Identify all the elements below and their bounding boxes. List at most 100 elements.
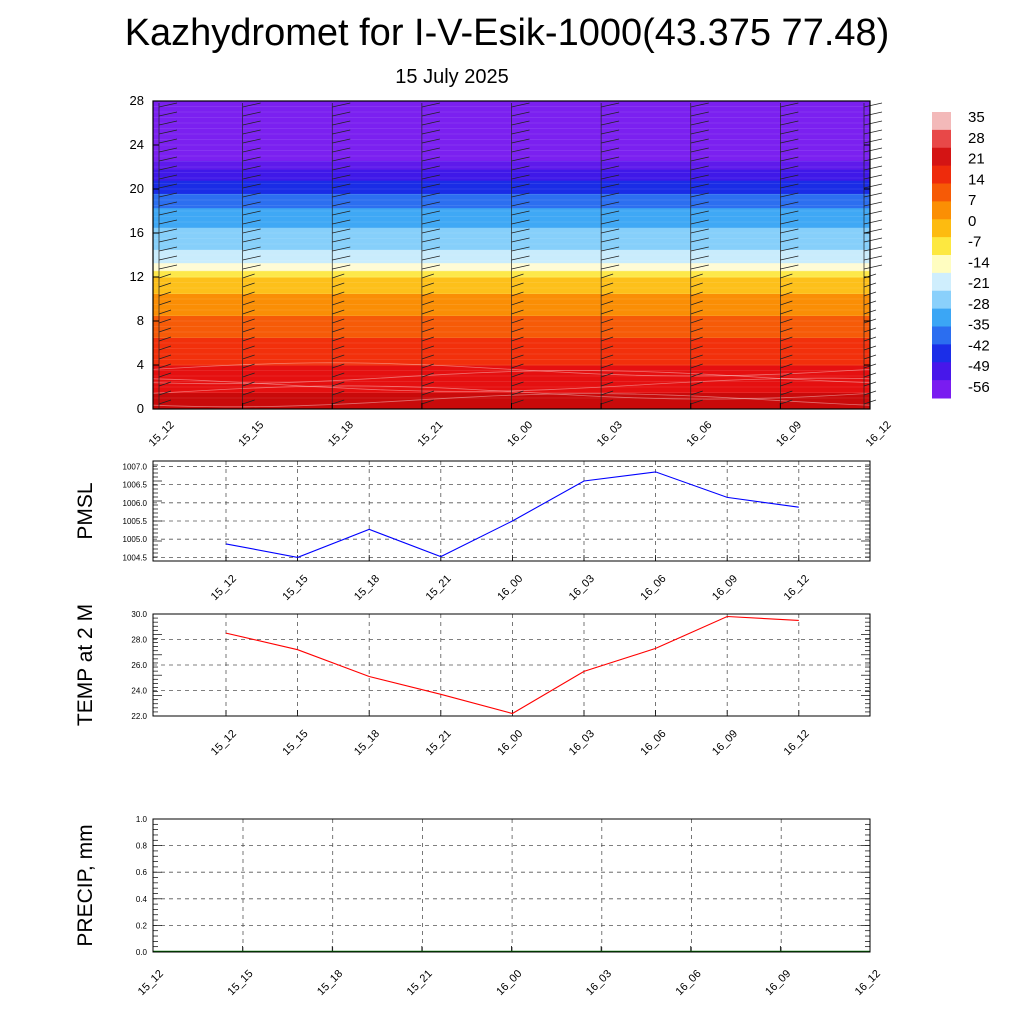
wind-barb [511,354,524,360]
colorbar-label: -42 [968,337,990,354]
wind-barb [511,183,530,189]
wind-barb [780,300,793,306]
wind-barb [863,147,883,153]
wind-barb [332,192,351,198]
wind-barb [242,264,261,270]
wind-barb [780,246,799,252]
colorbar-label: -49 [968,358,990,375]
wind-barb [158,345,172,351]
x-tick-label: 16_00 [505,419,535,449]
wind-barb [158,156,178,162]
wind-barb [780,318,793,324]
wind-barb [690,399,703,405]
wind-barb [421,390,434,396]
wind-barb [780,255,799,261]
wind-barb [242,246,261,252]
wind-barb [242,372,255,378]
wind-barb [690,228,709,234]
wind-barb [421,228,440,234]
wind-barb [601,120,620,126]
x-tick-label: 16_03 [567,728,597,758]
x-tick-label: 15_15 [225,968,255,998]
wind-barb [242,273,255,279]
wind-barb [242,192,261,198]
x-tick-label: 15_15 [280,728,310,758]
wind-barb [332,318,345,324]
wind-barb [332,264,351,270]
wind-barb [601,282,614,288]
wind-barb [158,300,172,306]
wind-barb [242,282,255,288]
wind-barb [601,390,614,396]
wind-barb [863,129,883,135]
wind-barb [601,291,614,297]
colorbar: 35 28 21 14 7 0 -7 -14 -21 -28 -35 -42 -49 -56 [932,109,990,399]
colorbar-swatch [932,147,951,167]
wind-barb [332,381,345,387]
y-tick-label: 0.0 [136,948,148,957]
wind-barb [780,237,799,243]
wind-barb [690,372,703,378]
wind-barb [332,174,351,180]
colorbar-swatch [932,308,951,327]
wind-barb [421,120,440,126]
colorbar-swatch [932,326,951,345]
x-tick-label: 16_09 [763,968,793,998]
x-tick-label: 15_18 [352,573,382,603]
wind-barb [421,111,440,117]
wind-barb [511,192,530,198]
wind-barb [690,255,709,261]
wind-barb [158,111,178,117]
wind-barb [158,102,178,108]
wind-barb [242,228,261,234]
wind-barb [780,111,799,117]
wind-barb [421,300,434,306]
colorbar-swatch [932,165,951,184]
wind-barb [511,174,530,180]
wind-barb [601,336,614,342]
wind-barb [332,390,345,396]
wind-barb [690,282,703,288]
y-tick-label: 0 [137,401,144,416]
y-tick-label: 0.4 [136,895,148,904]
wind-barb [601,201,620,207]
wind-barb [780,183,799,189]
wind-barb [511,336,524,342]
wind-barb [863,201,883,207]
wind-barb [863,246,883,252]
wind-barb [690,354,703,360]
colorbar-label: -14 [968,254,990,271]
wind-barb [158,183,178,189]
wind-barb [242,309,255,315]
x-tick-label: 16_09 [710,728,740,758]
colorbar-label: -28 [968,296,990,313]
wind-barb [242,120,261,126]
wind-barb [421,309,434,315]
y-tick-label: 26.0 [131,661,147,670]
colorbar-label: -35 [968,317,990,334]
plot-area [153,461,870,561]
wind-barb [690,381,703,387]
y-tick-label: 1005.0 [123,535,148,544]
wind-barb [511,372,524,378]
colorbar-swatch [932,362,951,381]
y-tick-label: 0.8 [136,842,148,851]
x-tick-label: 16_06 [684,419,714,449]
wind-barb [780,372,793,378]
wind-barb [690,300,703,306]
wind-barb [601,174,620,180]
x-tick-label: 16_06 [674,968,704,998]
y-tick-label: 16 [130,225,144,240]
wind-barb [511,273,524,279]
y-tick-label: 22.0 [131,712,147,721]
wind-barb [511,327,524,333]
wind-barb [690,210,709,216]
wind-barb [780,336,793,342]
wind-barb [780,129,799,135]
wind-barb [242,363,255,369]
wind-barb [421,147,440,153]
wind-barb [332,183,351,189]
y-tick-label: 30.0 [131,610,147,619]
wind-barb [242,237,261,243]
